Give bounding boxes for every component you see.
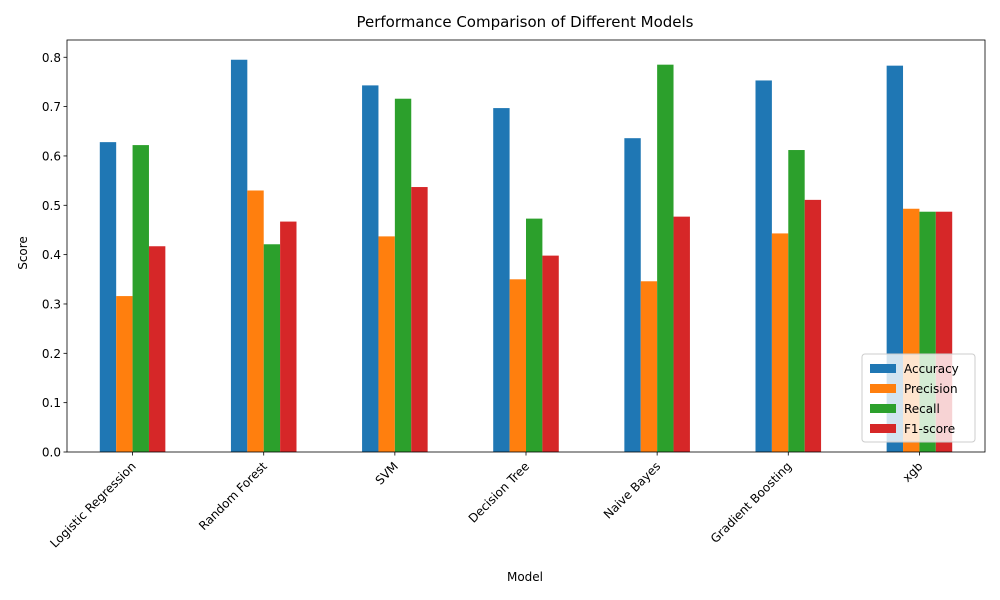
bar-f1-score-random-forest — [280, 221, 297, 452]
legend-swatch — [870, 384, 896, 393]
bar-f1-score-svm — [411, 187, 428, 453]
y-tick-label: 0.6 — [42, 149, 61, 163]
bar-precision-svm — [378, 236, 395, 452]
legend-swatch — [870, 424, 896, 433]
y-tick-label: 0.4 — [42, 248, 61, 262]
bar-recall-logistic-regression — [132, 145, 149, 452]
y-axis-label: Score — [16, 236, 30, 270]
y-tick-label: 0.8 — [42, 51, 61, 65]
bar-precision-naive-bayes — [640, 281, 658, 452]
bar-accuracy-logistic-regression — [99, 142, 117, 452]
legend-swatch — [870, 404, 896, 413]
bar-recall-naive-bayes — [657, 64, 674, 453]
bar-accuracy-gradient-boosting — [755, 80, 772, 453]
bar-recall-svm — [394, 98, 412, 452]
chart-title: Performance Comparison of Different Mode… — [357, 13, 694, 31]
legend: Accuracy Precision Recall F1-score — [861, 353, 976, 443]
bar-accuracy-svm — [362, 85, 379, 452]
bar-f1-score-decision-tree — [542, 255, 559, 452]
bar-precision-random-forest — [247, 190, 264, 453]
y-tick-label: 0.1 — [42, 396, 61, 410]
bar-f1-score-logistic-regression — [148, 246, 166, 452]
y-tick-label: 0.0 — [42, 446, 61, 460]
bar-precision-logistic-regression — [116, 296, 133, 452]
bar-recall-decision-tree — [526, 218, 543, 452]
y-axis: 0.0 0.1 0.2 0.3 0.4 0.5 0.6 0.7 0.8 — [42, 51, 67, 460]
x-axis-label: Model — [507, 570, 543, 584]
legend-entry-label: Recall — [904, 402, 940, 416]
y-tick-label: 0.7 — [42, 100, 61, 114]
bar-accuracy-naive-bayes — [624, 138, 641, 452]
bar-precision-decision-tree — [509, 279, 526, 452]
legend-box — [861, 353, 976, 443]
bar-accuracy-random-forest — [230, 59, 248, 453]
legend-entry-label: F1-score — [904, 422, 955, 436]
bar-f1-score-naive-bayes — [673, 216, 690, 452]
legend-swatch — [870, 364, 896, 373]
y-tick-label: 0.2 — [42, 347, 61, 361]
bar-recall-gradient-boosting — [788, 150, 805, 452]
bar-recall-random-forest — [263, 244, 281, 452]
bar-accuracy-decision-tree — [493, 108, 510, 452]
bar-precision-gradient-boosting — [771, 233, 789, 452]
y-tick-label: 0.5 — [42, 199, 61, 213]
y-tick-label: 0.3 — [42, 297, 61, 311]
legend-entry-label: Precision — [904, 382, 958, 396]
legend-entry-label: Accuracy — [904, 362, 959, 376]
bar-f1-score-gradient-boosting — [804, 199, 822, 452]
